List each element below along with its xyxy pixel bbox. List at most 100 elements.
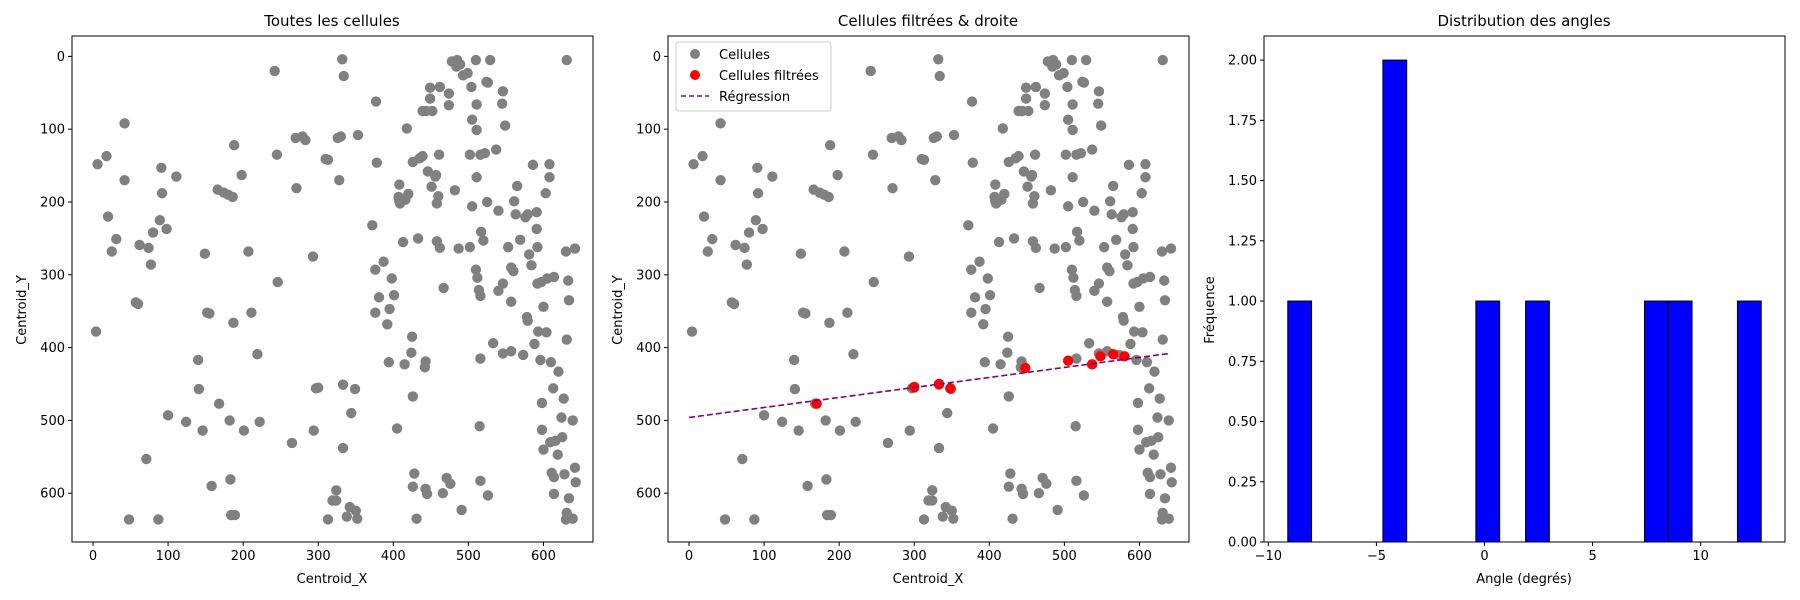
cell-point [1163, 415, 1174, 426]
cell-point [1152, 412, 1163, 423]
cell-point [517, 349, 529, 361]
cell-point [153, 514, 164, 525]
cell-point [1132, 424, 1144, 436]
cell-point [1008, 233, 1020, 244]
y-tick-label: 200 [636, 195, 661, 210]
cell-point [1157, 334, 1168, 345]
cell-point [1157, 54, 1168, 66]
cell-point [1005, 468, 1016, 479]
y-tick-label: 500 [40, 414, 65, 429]
cell-point [1067, 172, 1078, 183]
cell-point [449, 185, 461, 196]
cell-point [544, 158, 555, 170]
cell-point [1137, 327, 1148, 338]
y-tick-label: 0 [57, 50, 65, 65]
cell-point [1041, 478, 1052, 489]
cell-point [995, 359, 1006, 370]
cell-point [229, 509, 241, 521]
cell-point [1071, 475, 1082, 487]
cell-point [730, 239, 741, 251]
cell-point [969, 292, 981, 303]
cell-point [90, 326, 102, 337]
cell-point [378, 256, 389, 267]
cell-point [227, 191, 238, 203]
x-tick-label: 600 [1127, 549, 1152, 564]
cell-point [1039, 88, 1051, 99]
cell-point [508, 196, 520, 207]
cell-point [471, 99, 482, 110]
cell-point [470, 54, 482, 66]
cell-point [171, 171, 182, 182]
y-tick-label: 500 [636, 414, 661, 429]
cell-point [371, 157, 382, 168]
cell-point [407, 481, 419, 492]
cell-point [161, 223, 172, 235]
cell-point [993, 236, 1005, 248]
cell-point [334, 174, 345, 186]
cell-point [433, 190, 444, 202]
cell-point [1013, 150, 1024, 162]
cell-point [1075, 148, 1087, 159]
cell-point [1045, 185, 1057, 196]
cell-point [752, 162, 763, 173]
cell-point [156, 188, 168, 199]
cell-point [204, 308, 215, 319]
y-tick-label: 300 [636, 268, 661, 283]
cell-point [1067, 124, 1078, 136]
cell-point [967, 157, 978, 168]
cell-point [800, 308, 811, 319]
cell-point [1066, 264, 1078, 275]
cell-point [1128, 326, 1140, 337]
cell-point [409, 468, 420, 479]
cell-point [1022, 181, 1033, 192]
cell-point [982, 273, 994, 284]
cell-point [143, 242, 154, 254]
cell-point [308, 425, 319, 436]
cell-point [978, 319, 989, 330]
cell-point [479, 148, 491, 159]
cell-point [349, 383, 361, 395]
x-tick-label: 10 [1692, 549, 1709, 564]
cell-point [563, 275, 574, 286]
cell-point [111, 233, 122, 245]
cell-point [541, 327, 552, 338]
cell-point [338, 70, 349, 82]
cell-point [1104, 196, 1116, 207]
cell-point [1140, 172, 1151, 183]
cell-point [1132, 397, 1144, 409]
cell-point [743, 227, 755, 238]
cell-point [1163, 513, 1174, 524]
cell-point [980, 303, 991, 315]
y-tick-label: 2.00 [1228, 54, 1257, 69]
cell-point [561, 54, 572, 66]
cell-point [946, 505, 957, 516]
cell-point [1119, 249, 1131, 260]
cell-point [335, 131, 346, 142]
cell-point [1029, 149, 1041, 160]
cell-point [453, 243, 464, 254]
histogram-bar [1287, 300, 1313, 543]
cell-point [569, 462, 581, 473]
cell-point [407, 391, 419, 402]
regression-line [688, 352, 1170, 419]
cell-point [197, 425, 208, 436]
x-tick-label: 0 [1480, 549, 1488, 564]
cell-point [403, 188, 414, 200]
filtered-cell-point [1095, 351, 1106, 362]
cell-point [475, 290, 486, 302]
cell-point [505, 346, 517, 357]
cell-point [570, 477, 581, 488]
cell-point [1165, 462, 1177, 473]
cell-point [558, 393, 569, 404]
cell-point [552, 449, 563, 460]
cell-point [918, 514, 930, 525]
cell-point [1095, 120, 1107, 131]
cell-point [243, 246, 254, 257]
cell-point [749, 514, 760, 525]
cell-point [417, 150, 428, 162]
cell-point [206, 480, 217, 492]
cell-point [1127, 223, 1138, 235]
cell-point [974, 256, 985, 267]
plot-frame [667, 35, 1190, 543]
cell-point [1149, 366, 1160, 377]
